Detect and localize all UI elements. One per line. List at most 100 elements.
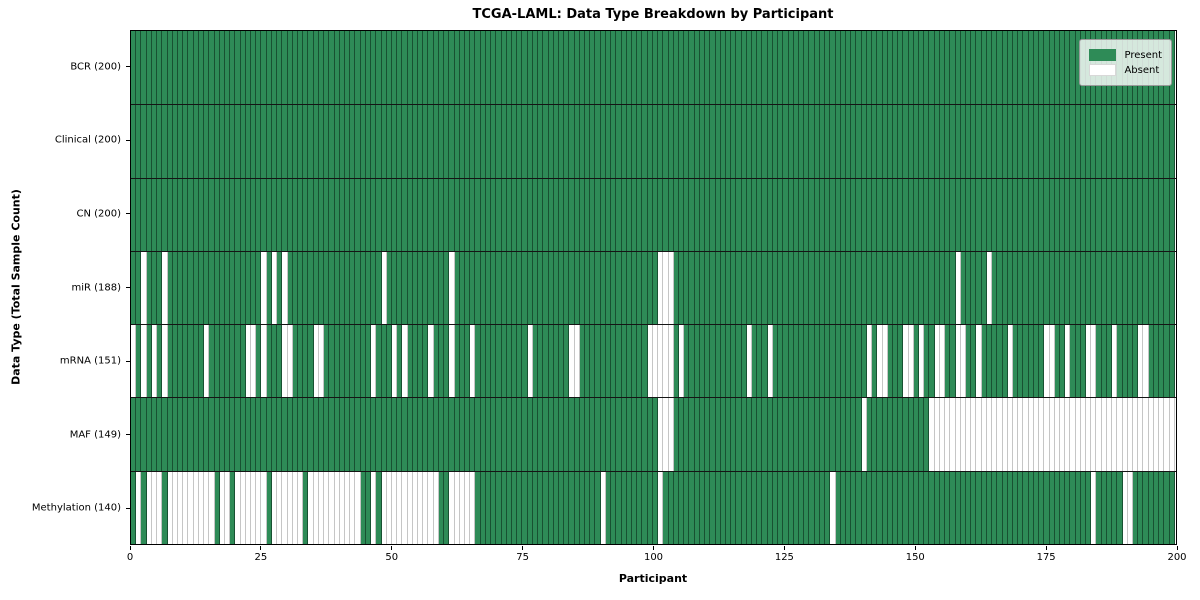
present-cell	[924, 471, 930, 544]
absent-cell	[371, 325, 377, 398]
present-cell	[397, 105, 403, 178]
present-cell	[543, 31, 549, 105]
present-cell	[256, 325, 262, 398]
present-cell	[924, 398, 930, 471]
present-cell	[621, 105, 627, 178]
present-cell	[167, 178, 173, 251]
present-cell	[501, 105, 507, 178]
present-cell	[945, 105, 951, 178]
present-cell	[678, 105, 685, 178]
present-cell	[433, 398, 439, 471]
present-cell	[908, 178, 914, 251]
present-cell	[1049, 105, 1055, 178]
present-cell	[1106, 105, 1113, 178]
absent-cell	[1112, 398, 1118, 471]
present-cell	[804, 251, 810, 325]
present-cell	[480, 471, 486, 544]
present-cell	[1169, 471, 1175, 544]
present-cell	[725, 105, 732, 178]
absent-cell	[177, 471, 184, 544]
absent-cell	[569, 325, 575, 398]
absent-cell	[600, 471, 606, 544]
present-cell	[485, 31, 492, 105]
present-cell	[710, 251, 716, 325]
present-cell	[699, 471, 706, 544]
present-cell	[402, 105, 408, 178]
present-cell	[579, 325, 586, 398]
present-cell	[1112, 471, 1118, 544]
present-cell	[407, 325, 413, 398]
present-cell	[1080, 471, 1087, 544]
present-cell	[355, 105, 361, 178]
present-cell	[689, 325, 695, 398]
present-cell	[762, 471, 768, 544]
absent-cell	[1106, 398, 1113, 471]
present-cell	[673, 31, 679, 105]
present-cell	[339, 251, 345, 325]
present-cell	[266, 178, 272, 251]
present-cell	[835, 398, 841, 471]
absent-cell	[1007, 398, 1013, 471]
present-cell	[908, 398, 914, 471]
absent-cell	[251, 325, 257, 398]
present-cell	[292, 105, 298, 178]
present-cell	[1117, 105, 1123, 178]
present-cell	[365, 325, 372, 398]
present-cell	[459, 251, 465, 325]
present-cell	[491, 105, 497, 178]
present-cell	[224, 325, 231, 398]
absent-cell	[240, 471, 246, 544]
present-cell	[741, 398, 747, 471]
present-cell	[1169, 251, 1175, 325]
present-cell	[1101, 105, 1107, 178]
present-cell	[579, 251, 586, 325]
present-cell	[219, 31, 225, 105]
absent-cell	[981, 398, 987, 471]
present-cell	[454, 31, 460, 105]
present-cell	[141, 31, 147, 105]
present-cell	[136, 251, 142, 325]
present-cell	[856, 325, 862, 398]
absent-cell	[131, 325, 137, 398]
present-cell	[266, 325, 272, 398]
present-cell	[872, 105, 878, 178]
present-cell	[809, 398, 815, 471]
present-cell	[313, 178, 319, 251]
absent-cell	[1039, 398, 1045, 471]
present-cell	[303, 31, 309, 105]
present-cell	[308, 251, 314, 325]
absent-cell	[955, 398, 961, 471]
present-cell	[371, 251, 377, 325]
present-cell	[485, 251, 492, 325]
present-cell	[981, 178, 987, 251]
absent-cell	[934, 398, 940, 471]
present-cell	[939, 471, 946, 544]
present-cell	[715, 398, 721, 471]
present-cell	[1117, 178, 1123, 251]
present-cell	[1028, 105, 1034, 178]
present-cell	[746, 251, 753, 325]
absent-cell	[1143, 398, 1149, 471]
present-cell	[1007, 105, 1013, 178]
present-cell	[151, 398, 158, 471]
present-cell	[282, 31, 288, 105]
present-cell	[819, 325, 826, 398]
present-cell	[939, 178, 946, 251]
present-cell	[950, 105, 956, 178]
present-cell	[835, 178, 841, 251]
present-cell	[642, 325, 648, 398]
present-cell	[872, 178, 878, 251]
present-cell	[950, 31, 956, 105]
present-cell	[538, 471, 544, 544]
present-cell	[981, 105, 987, 178]
present-cell	[501, 31, 507, 105]
present-cell	[454, 251, 460, 325]
present-cell	[1153, 251, 1160, 325]
present-cell	[851, 325, 857, 398]
present-cell	[1106, 178, 1113, 251]
present-cell	[418, 251, 424, 325]
present-cell	[391, 251, 398, 325]
present-cell	[183, 398, 189, 471]
present-cell	[287, 31, 293, 105]
x-tick-label: 150	[905, 552, 925, 563]
